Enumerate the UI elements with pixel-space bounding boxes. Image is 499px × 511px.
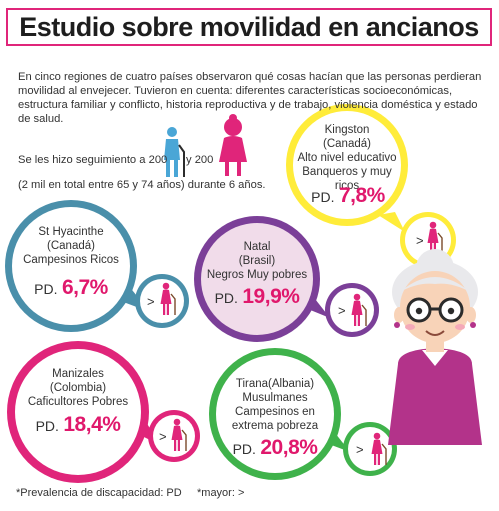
followup-line1: Se les hizo seguimiento a 200	[18, 154, 167, 166]
region-country: (Colombia)	[49, 382, 107, 394]
region-desc: Banqueros y muy ricos	[302, 166, 392, 192]
intro-text: En cinco regiones de cuatro países obser…	[18, 71, 482, 125]
region-name: Kingston	[324, 124, 370, 136]
tirana-text: Tirana(Albania) Musulmanes Campesinos en…	[222, 377, 328, 433]
region-name: Natal	[243, 241, 271, 253]
manizales-pd: PD. 18,4%	[26, 413, 130, 437]
greater-symbol: >	[147, 294, 155, 309]
manizales-bubble	[7, 341, 200, 483]
region-desc: extrema pobreza	[231, 420, 319, 432]
pd-value: 7,8%	[338, 184, 385, 207]
pd-label: PD.	[232, 441, 256, 457]
natal-text: Natal (Brasil) Negros Muy pobres	[205, 240, 309, 282]
pd-label: PD.	[311, 189, 335, 205]
tirana-bubble	[209, 348, 397, 480]
sthyacinthe-text: St Hyacinthe (Canadá) Campesinos Ricos	[14, 225, 128, 267]
pd-label: PD.	[34, 281, 58, 297]
kingston-text: Kingston (Canadá) Alto nivel educativo B…	[293, 123, 401, 193]
natal-bubble	[194, 216, 379, 342]
region-desc: Caficultores Pobres	[27, 396, 129, 408]
grandma-illustration-icon	[388, 249, 482, 445]
region-country: (Canadá)	[323, 138, 371, 150]
followup-count-women: y 200	[186, 154, 214, 166]
greater-symbol: >	[338, 303, 346, 318]
natal-pd: PD. 19,9%	[207, 285, 307, 309]
region-desc: Campesinos en	[235, 406, 315, 418]
sthyacinthe-pd: PD. 6,7%	[20, 276, 122, 300]
kingston-pd: PD. 7,8%	[300, 184, 396, 208]
region-country: (Canadá)	[47, 240, 95, 252]
tirana-pd: PD. 20,8%	[224, 436, 326, 460]
region-name: Tirana(Albania)	[235, 378, 315, 390]
footnote-mayor: *mayor: >	[197, 487, 245, 499]
page-title: Estudio sobre movilidad en ancianos	[6, 8, 492, 46]
greater-symbol: >	[416, 233, 424, 248]
pd-value: 19,9%	[242, 285, 300, 308]
pd-label: PD.	[35, 418, 59, 434]
region-name: St Hyacinthe	[38, 226, 104, 238]
region-country: (Brasil)	[238, 255, 276, 267]
elderly-man-icon	[164, 127, 185, 177]
greater-symbol: >	[356, 442, 364, 457]
region-name: Manizales	[52, 368, 104, 380]
pd-value: 20,8%	[260, 436, 318, 459]
region-desc: Campesinos Ricos	[23, 254, 119, 266]
elderly-woman-icon	[219, 114, 247, 176]
greater-symbol: >	[159, 429, 167, 444]
footnote-pd: *Prevalencia de discapacidad: PD	[16, 487, 182, 499]
followup-count-men: Se les hizo seguimiento a 200	[18, 154, 168, 166]
pd-value: 6,7%	[61, 276, 108, 299]
pd-value: 18,4%	[63, 413, 121, 436]
region-country: Musulmanes	[242, 392, 308, 404]
followup-line2: (2 mil en total entre 65 y 74 años) dura…	[18, 179, 266, 191]
manizales-text: Manizales (Colombia) Caficultores Pobres	[24, 367, 132, 409]
pd-label: PD.	[214, 290, 238, 306]
region-desc: Negros Muy pobres	[206, 269, 308, 281]
region-desc: Alto nivel educativo	[297, 152, 397, 164]
